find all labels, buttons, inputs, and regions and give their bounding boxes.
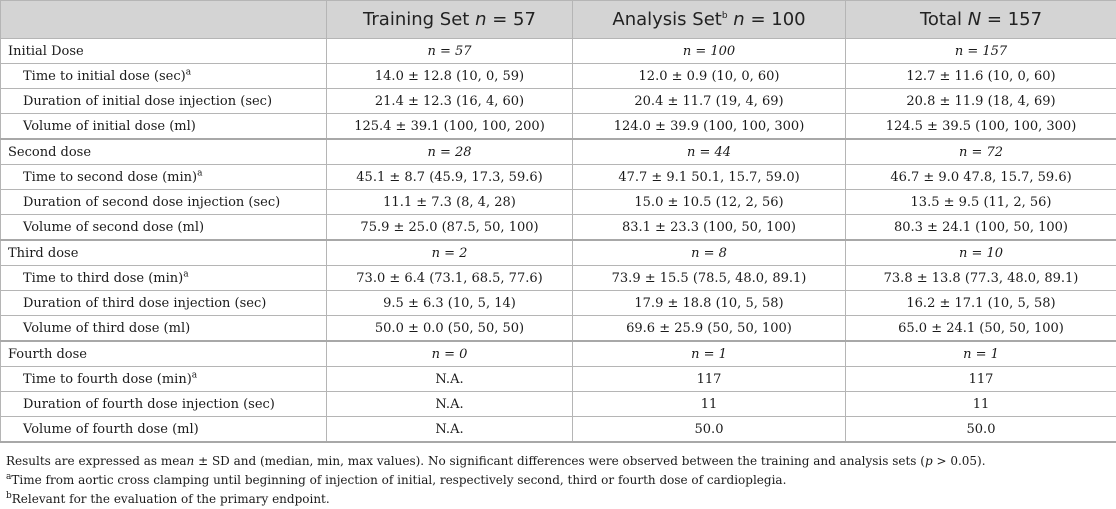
total-value: 73.8 ± 13.8 (77.3, 48.0, 89.1) bbox=[846, 266, 1116, 291]
training-value: n = 28 bbox=[327, 139, 573, 165]
analysis-value: 124.0 ± 39.9 (100, 100, 300) bbox=[573, 114, 846, 140]
row-label: Time to second dose (min)a bbox=[1, 165, 327, 190]
training-value: 50.0 ± 0.0 (50, 50, 50) bbox=[327, 316, 573, 342]
row-label: Volume of third dose (ml) bbox=[1, 316, 327, 342]
training-value: 14.0 ± 12.8 (10, 0, 59) bbox=[327, 64, 573, 89]
total-value: 20.8 ± 11.9 (18, 4, 69) bbox=[846, 89, 1116, 114]
training-value: n = 57 bbox=[327, 39, 573, 64]
training-value: N.A. bbox=[327, 392, 573, 417]
table-row: Duration of third dose injection (sec)9.… bbox=[1, 291, 1116, 316]
row-label: Volume of fourth dose (ml) bbox=[1, 417, 327, 443]
total-value: 124.5 ± 39.5 (100, 100, 300) bbox=[846, 114, 1116, 140]
analysis-value: n = 100 bbox=[573, 39, 846, 64]
header-training-set: Training Set n = 57 bbox=[327, 1, 573, 39]
total-value: 13.5 ± 9.5 (11, 2, 56) bbox=[846, 190, 1116, 215]
total-value: 117 bbox=[846, 367, 1116, 392]
section-label: Fourth dose bbox=[1, 341, 327, 367]
total-value: 65.0 ± 24.1 (50, 50, 100) bbox=[846, 316, 1116, 342]
section-label: Third dose bbox=[1, 240, 327, 266]
row-label: Duration of fourth dose injection (sec) bbox=[1, 392, 327, 417]
section-label: Initial Dose bbox=[1, 39, 327, 64]
header-total: Total N = 157 bbox=[846, 1, 1116, 39]
row-label: Duration of initial dose injection (sec) bbox=[1, 89, 327, 114]
header-row: Training Set n = 57 Analysis Setb n = 10… bbox=[1, 1, 1116, 39]
total-value: 50.0 bbox=[846, 417, 1116, 443]
header-label-column bbox=[1, 1, 327, 39]
row-label: Duration of second dose injection (sec) bbox=[1, 190, 327, 215]
analysis-value: 47.7 ± 9.1 50.1, 15.7, 59.0) bbox=[573, 165, 846, 190]
total-value: 11 bbox=[846, 392, 1116, 417]
total-value: n = 10 bbox=[846, 240, 1116, 266]
analysis-value: n = 1 bbox=[573, 341, 846, 367]
total-value: 12.7 ± 11.6 (10, 0, 60) bbox=[846, 64, 1116, 89]
training-value: N.A. bbox=[327, 367, 573, 392]
row-label: Volume of second dose (ml) bbox=[1, 215, 327, 241]
training-value: n = 2 bbox=[327, 240, 573, 266]
analysis-value: 20.4 ± 11.7 (19, 4, 69) bbox=[573, 89, 846, 114]
section-label: Second dose bbox=[1, 139, 327, 165]
training-value: 21.4 ± 12.3 (16, 4, 60) bbox=[327, 89, 573, 114]
table-row: Volume of second dose (ml)75.9 ± 25.0 (8… bbox=[1, 215, 1116, 241]
analysis-value: n = 8 bbox=[573, 240, 846, 266]
analysis-value: 12.0 ± 0.9 (10, 0, 60) bbox=[573, 64, 846, 89]
header-analysis-set: Analysis Setb n = 100 bbox=[573, 1, 846, 39]
analysis-value: 117 bbox=[573, 367, 846, 392]
training-value: 11.1 ± 7.3 (8, 4, 28) bbox=[327, 190, 573, 215]
analysis-value: n = 44 bbox=[573, 139, 846, 165]
row-label: Time to initial dose (sec)a bbox=[1, 64, 327, 89]
analysis-value: 17.9 ± 18.8 (10, 5, 58) bbox=[573, 291, 846, 316]
training-value: 73.0 ± 6.4 (73.1, 68.5, 77.6) bbox=[327, 266, 573, 291]
training-value: n = 0 bbox=[327, 341, 573, 367]
total-value: n = 157 bbox=[846, 39, 1116, 64]
total-value: n = 1 bbox=[846, 341, 1116, 367]
row-label: Volume of initial dose (ml) bbox=[1, 114, 327, 140]
footnote-results: Results are expressed as mean ± SD and (… bbox=[6, 452, 1116, 471]
analysis-value: 11 bbox=[573, 392, 846, 417]
row-label: Time to fourth dose (min)a bbox=[1, 367, 327, 392]
footnote-a: aTime from aortic cross clamping until b… bbox=[6, 471, 1116, 490]
row-label: Time to third dose (min)a bbox=[1, 266, 327, 291]
total-value: 46.7 ± 9.0 47.8, 15.7, 59.6) bbox=[846, 165, 1116, 190]
training-value: N.A. bbox=[327, 417, 573, 443]
analysis-value: 73.9 ± 15.5 (78.5, 48.0, 89.1) bbox=[573, 266, 846, 291]
total-value: 16.2 ± 17.1 (10, 5, 58) bbox=[846, 291, 1116, 316]
table-row: Duration of second dose injection (sec)1… bbox=[1, 190, 1116, 215]
training-value: 75.9 ± 25.0 (87.5, 50, 100) bbox=[327, 215, 573, 241]
table-row: Volume of third dose (ml)50.0 ± 0.0 (50,… bbox=[1, 316, 1116, 342]
table-row: Duration of initial dose injection (sec)… bbox=[1, 89, 1116, 114]
footnotes: Results are expressed as mean ± SD and (… bbox=[0, 452, 1116, 509]
analysis-value: 50.0 bbox=[573, 417, 846, 443]
dose-table: Training Set n = 57 Analysis Setb n = 10… bbox=[0, 0, 1116, 443]
total-value: 80.3 ± 24.1 (100, 50, 100) bbox=[846, 215, 1116, 241]
analysis-value: 15.0 ± 10.5 (12, 2, 56) bbox=[573, 190, 846, 215]
table-row: Volume of initial dose (ml)125.4 ± 39.1 … bbox=[1, 114, 1116, 140]
training-value: 125.4 ± 39.1 (100, 100, 200) bbox=[327, 114, 573, 140]
training-value: 9.5 ± 6.3 (10, 5, 14) bbox=[327, 291, 573, 316]
analysis-value: 83.1 ± 23.3 (100, 50, 100) bbox=[573, 215, 846, 241]
training-value: 45.1 ± 8.7 (45.9, 17.3, 59.6) bbox=[327, 165, 573, 190]
analysis-value: 69.6 ± 25.9 (50, 50, 100) bbox=[573, 316, 846, 342]
total-value: n = 72 bbox=[846, 139, 1116, 165]
row-label: Duration of third dose injection (sec) bbox=[1, 291, 327, 316]
table-row: Duration of fourth dose injection (sec)N… bbox=[1, 392, 1116, 417]
footnote-b: bRelevant for the evaluation of the prim… bbox=[6, 490, 1116, 509]
